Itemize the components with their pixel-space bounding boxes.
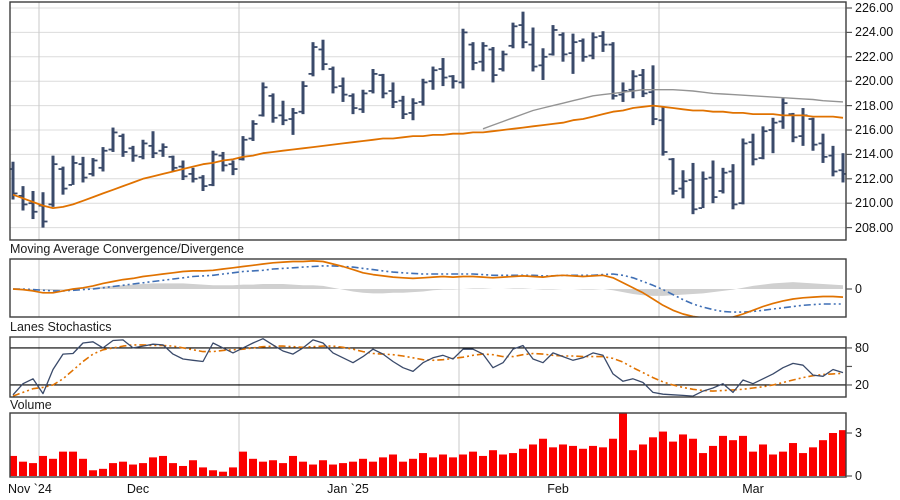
x-axis-month-label: Feb <box>547 482 569 496</box>
stochastics-axis-label: 20 <box>855 377 869 392</box>
macd-panel-title: Moving Average Convergence/Divergence <box>10 242 244 256</box>
stochastics-panel-title: Lanes Stochastics <box>10 320 112 334</box>
x-axis-month-label: Nov `24 <box>8 482 52 496</box>
macd-axis-label: 0 <box>855 282 862 296</box>
volume-axis-label: 3 <box>855 426 862 440</box>
price-axis-label: 220.00 <box>855 74 894 89</box>
price-axis-label: 224.00 <box>855 25 894 40</box>
price-axis-label: 210.00 <box>855 196 894 211</box>
price-axis-label: 222.00 <box>855 49 894 64</box>
x-axis-month-label: Mar <box>742 482 764 496</box>
price-axis-label: 212.00 <box>855 171 894 186</box>
volume-axis-label: 0 <box>855 469 862 483</box>
x-axis-month-label: Jan `25 <box>327 482 369 496</box>
price-axis-label: 218.00 <box>855 98 894 113</box>
price-axis-label: 214.00 <box>855 147 894 162</box>
volume-panel-title: Volume <box>10 398 52 412</box>
price-axis-label: 216.00 <box>855 123 894 137</box>
x-axis-month-label: Dec <box>126 482 150 496</box>
price-axis-label: 226.00 <box>855 1 894 15</box>
price-axis-label: 208.00 <box>855 220 894 235</box>
stochastics-axis-label: 80 <box>855 340 869 355</box>
